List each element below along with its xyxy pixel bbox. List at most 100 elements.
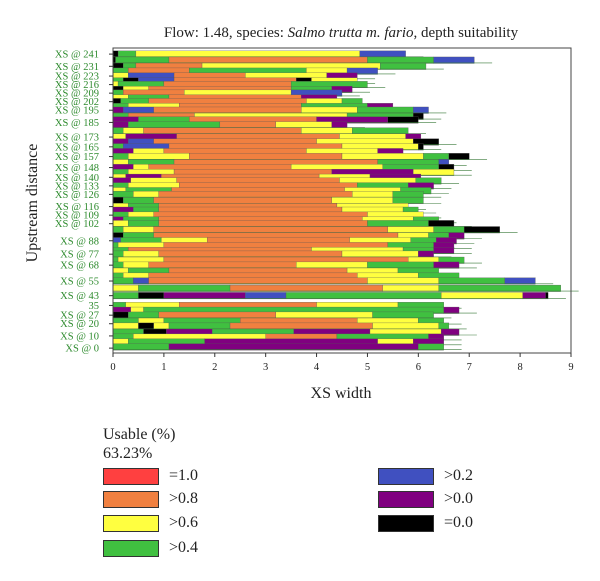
legend-label: >0.4 [169,539,199,556]
bar-segment-o8 [229,322,373,330]
chart-title: Flow: 1.48, species: Salmo trutta m. far… [164,25,519,41]
bar-segment-o4 [112,190,134,198]
bar-segment-o4 [115,56,170,64]
bar-segment-o4 [380,62,427,70]
legend-swatch [103,539,159,557]
bar-segment-o6 [341,153,424,160]
bar-segment-o0 [112,106,124,114]
bar-segment-o4 [168,322,231,330]
y-tick-label: XS @ 148 [55,163,99,174]
chart-title-prefix: Flow: 1.48, species: [164,25,288,41]
bar-segment-o0 [441,328,460,336]
y-tick-label: XS @ 223 [55,72,99,83]
bar-segment-o8 [153,197,332,204]
x-tick-label: 0 [110,362,115,373]
bar-segment-o4 [418,343,444,351]
bar-segment-z [387,116,419,124]
bar-segment-o2 [123,106,154,114]
y-tick-label: XS @ 88 [60,236,99,247]
bar-segment-o8 [158,190,353,198]
legend-item-ones: =1.0 [103,467,198,485]
legend-item-o0: >0.0 [378,490,473,508]
bar-segment-o0 [433,261,460,269]
y-tick-label: XS @ 55 [60,277,99,288]
bar-segment-o4 [112,226,124,234]
bar-segment-o0 [443,306,460,314]
legend-swatch [103,467,159,485]
bar-segment-o4 [392,197,424,204]
bar-segment-o6 [341,250,419,258]
bar-segment-o2 [433,56,475,64]
y-tick-label: XS @ 173 [55,133,99,144]
bar-segment-o2 [245,292,287,300]
bar-segment-o4 [285,292,442,300]
bar-segment-o0 [418,250,434,258]
bar-segment-o6 [112,220,129,228]
bar-segment-z [112,197,124,204]
bar-segment-z [112,50,119,58]
bar-segment-o6 [382,284,439,292]
bar-segment-z [463,226,500,234]
bar-segment-o0 [522,292,546,300]
plot-frame [112,47,572,354]
bar-segment-o8 [189,153,343,160]
bar-segment-o4 [438,284,561,292]
bar-segment-o8 [158,311,276,319]
y-tick-label: XS @ 231 [55,62,99,73]
bar-segment-o2 [413,106,429,114]
bar-segment-o8 [158,250,343,258]
depth-suitability-chart: Flow: 1.48, species: Salmo trutta m. far… [24,25,579,402]
bar-segment-o2 [133,277,149,285]
x-tick-label: 3 [263,362,268,373]
bar-segment-o0 [331,121,348,129]
y-tick-label: XS @ 116 [55,202,99,213]
chart-title-suffix: , depth suitability [414,25,519,41]
y-tick-label: XS @ 20 [60,319,99,330]
bar-segment-o4 [367,56,434,64]
y-tick-label: XS @ 241 [55,50,99,61]
bar-segment-o0 [433,247,455,254]
bar-segment-o2 [359,50,406,58]
y-tick-label: XS @ 27 [60,311,99,322]
legend-title: Usable (%) [103,426,176,443]
bar-segment-o4 [392,190,424,198]
legend-item-o2: >0.2 [378,467,473,485]
y-tick-label: XS @ 133 [55,181,99,192]
y-tick-label: XS @ 126 [55,190,99,201]
chart-title-species: Salmo trutta m. fario [288,25,414,41]
legend-item-o4: >0.4 [103,539,198,557]
bar-segment-o4 [367,261,434,269]
x-tick-label: 5 [365,362,370,373]
bar-segment-o6 [367,277,439,285]
bar-segment-o4 [357,106,414,114]
bar-segment-o4 [138,284,231,292]
bar-segment-o6 [331,197,394,204]
bar-segment-o4 [112,153,129,160]
bar-segment-o8 [153,226,388,234]
bar-segment-o4 [438,322,450,330]
bar-segment-o8 [168,56,368,64]
bar-segment-z [138,322,154,330]
bar-segment-o8 [153,106,302,114]
x-axis-ticks: 0 1 2 3 4 5 6 7 8 9 [110,353,574,373]
bar-segment-z [418,143,424,151]
x-tick-label: 1 [161,362,166,373]
bar-segment-o4 [128,121,221,129]
y-tick-label: XS @ 202 [55,97,99,108]
bar-segment-o4 [423,153,450,160]
y-tick-label: XS @ 195 [55,106,99,117]
bar-segment-o6 [112,284,139,292]
bar-segment-o4 [438,277,505,285]
bar-segment-o4 [128,311,159,319]
legend-swatch [103,490,159,508]
legend-usable-percent: 63.23% [103,445,153,462]
bar-segment-z [428,220,455,228]
x-tick-label: 4 [314,362,320,373]
bar-segment-z [138,292,165,300]
bar-segment-o4 [117,50,137,58]
bar-segment-z [413,138,439,146]
bar-segment-o6 [301,106,358,114]
legend-item-o6: >0.6 [103,514,198,532]
bars-layer [112,50,579,351]
